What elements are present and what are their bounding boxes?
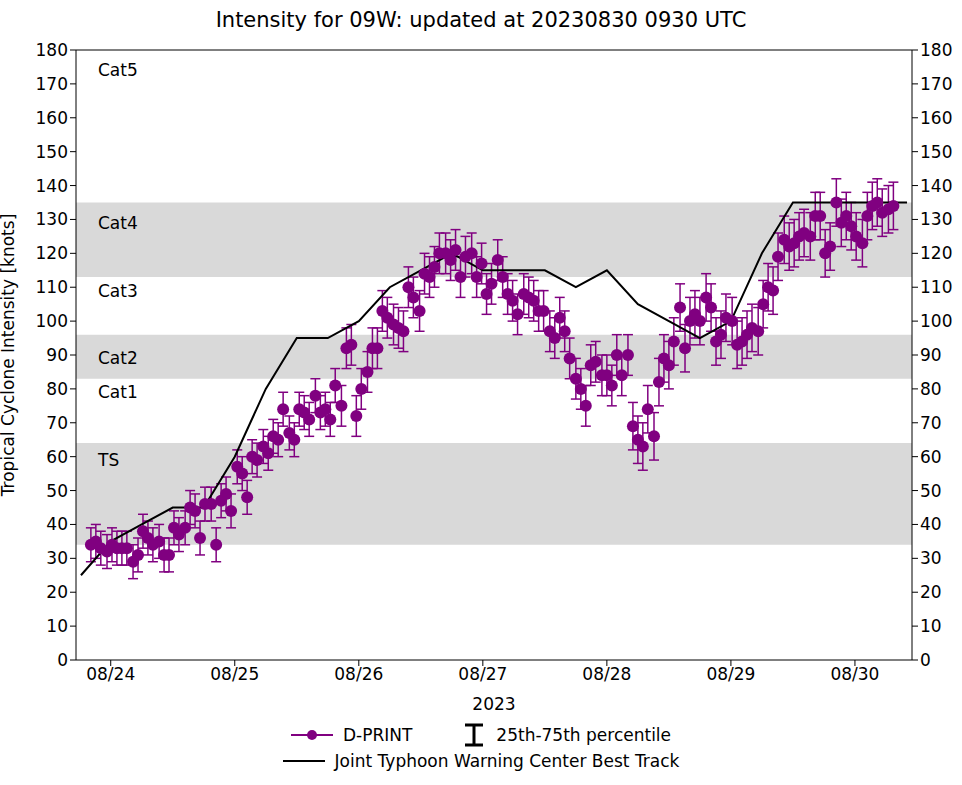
svg-text:80: 80 <box>920 379 942 399</box>
svg-text:0: 0 <box>920 650 931 670</box>
svg-text:180: 180 <box>36 40 68 60</box>
svg-text:170: 170 <box>920 74 952 94</box>
svg-text:180: 180 <box>920 40 952 60</box>
svg-text:08/25: 08/25 <box>210 664 259 684</box>
html-text:Intensity for 09W: updated at: Intensity for 09W: updated at 20230830 0… <box>215 8 747 32</box>
svg-text:08/28: 08/28 <box>582 664 631 684</box>
svg-text:40: 40 <box>920 514 942 534</box>
svg-text:2023: 2023 <box>472 694 515 714</box>
svg-text:100: 100 <box>920 311 952 331</box>
html-text:25th-75th percentile: 25th-75th percentile <box>496 725 671 745</box>
svg-text:50: 50 <box>920 481 942 501</box>
svg-text:70: 70 <box>46 413 68 433</box>
svg-text:30: 30 <box>46 548 68 568</box>
svg-text:140: 140 <box>920 176 952 196</box>
svg-text:60: 60 <box>46 447 68 467</box>
html-text:Joint Typhoon Warning Center B: Joint Typhoon Warning Center Best Track <box>334 751 680 771</box>
svg-text:08/30: 08/30 <box>830 664 879 684</box>
svg-text:08/29: 08/29 <box>706 664 755 684</box>
svg-text:Tropical Cyclone Intensity [kn: Tropical Cyclone Intensity [knots] <box>8 214 18 498</box>
svg-text:110: 110 <box>920 277 952 297</box>
svg-text:110: 110 <box>36 277 68 297</box>
svg-text:60: 60 <box>920 447 942 467</box>
svg-text:80: 80 <box>46 379 68 399</box>
svg-text:100: 100 <box>36 311 68 331</box>
svg-text:20: 20 <box>46 582 68 602</box>
svg-text:40: 40 <box>46 514 68 534</box>
svg-text:Cat4: Cat4 <box>98 213 138 233</box>
svg-text:50: 50 <box>46 481 68 501</box>
svg-text:10: 10 <box>920 616 942 636</box>
svg-text:Cat2: Cat2 <box>98 348 138 368</box>
svg-text:Cat3: Cat3 <box>98 281 138 301</box>
svg-text:150: 150 <box>920 142 952 162</box>
svg-text:08/24: 08/24 <box>86 664 135 684</box>
svg-text:130: 130 <box>36 209 68 229</box>
svg-text:08/26: 08/26 <box>334 664 383 684</box>
svg-text:0: 0 <box>57 650 68 670</box>
svg-text:130: 130 <box>920 209 952 229</box>
svg-text:120: 120 <box>36 243 68 263</box>
html-text:D-PRINT: D-PRINT <box>342 725 413 745</box>
svg-text:70: 70 <box>920 413 942 433</box>
svg-text:TS: TS <box>97 450 119 470</box>
svg-text:08/27: 08/27 <box>458 664 507 684</box>
svg-text:140: 140 <box>36 176 68 196</box>
svg-text:20: 20 <box>920 582 942 602</box>
svg-text:120: 120 <box>920 243 952 263</box>
svg-text:160: 160 <box>36 108 68 128</box>
svg-text:90: 90 <box>920 345 942 365</box>
svg-text:Cat5: Cat5 <box>98 60 138 80</box>
svg-text:30: 30 <box>920 548 942 568</box>
svg-text:170: 170 <box>36 74 68 94</box>
svg-text:10: 10 <box>46 616 68 636</box>
svg-text:90: 90 <box>46 345 68 365</box>
svg-text:Cat1: Cat1 <box>98 382 138 402</box>
svg-text:160: 160 <box>920 108 952 128</box>
svg-text:150: 150 <box>36 142 68 162</box>
